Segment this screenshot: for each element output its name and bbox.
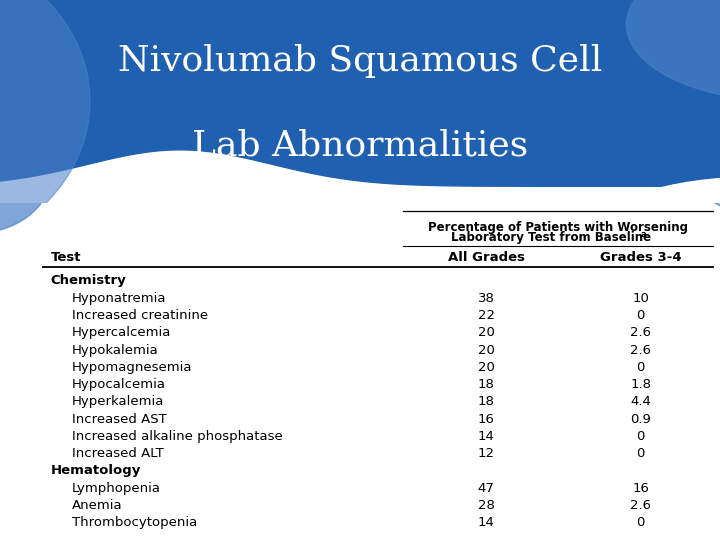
Text: Chemistry: Chemistry — [50, 274, 126, 287]
Text: 14: 14 — [477, 516, 495, 529]
Polygon shape — [0, 0, 720, 186]
Text: 22: 22 — [477, 309, 495, 322]
Text: Hyponatremia: Hyponatremia — [72, 292, 166, 305]
Text: Thrombocytopenia: Thrombocytopenia — [72, 516, 197, 529]
Text: Hyperkalemia: Hyperkalemia — [72, 395, 164, 408]
Text: 0: 0 — [636, 430, 645, 443]
Text: 18: 18 — [477, 395, 495, 408]
Text: Lab Abnormalities: Lab Abnormalities — [192, 129, 528, 163]
Text: 4.4: 4.4 — [631, 395, 651, 408]
Ellipse shape — [594, 177, 720, 288]
Text: 0: 0 — [636, 361, 645, 374]
Text: Hematology: Hematology — [50, 464, 141, 477]
Text: Anemia: Anemia — [72, 499, 122, 512]
Text: All Grades: All Grades — [448, 251, 524, 264]
Ellipse shape — [0, 0, 90, 263]
Text: 16: 16 — [632, 482, 649, 495]
Text: 0.9: 0.9 — [631, 413, 651, 426]
Text: 10: 10 — [632, 292, 649, 305]
Text: 38: 38 — [477, 292, 495, 305]
Text: 12: 12 — [477, 447, 495, 460]
Text: 2.6: 2.6 — [630, 326, 652, 339]
Text: 20: 20 — [477, 361, 495, 374]
Text: 20: 20 — [477, 326, 495, 339]
Text: 2.6: 2.6 — [630, 499, 652, 512]
Text: 2.6: 2.6 — [630, 343, 652, 356]
Text: 20: 20 — [477, 343, 495, 356]
Text: 16: 16 — [477, 413, 495, 426]
Text: a: a — [641, 230, 647, 239]
Text: 28: 28 — [477, 499, 495, 512]
Text: Hypercalcemia: Hypercalcemia — [72, 326, 171, 339]
Ellipse shape — [0, 118, 50, 234]
Text: Increased AST: Increased AST — [72, 413, 167, 426]
Text: 18: 18 — [477, 378, 495, 391]
Text: Hypomagnesemia: Hypomagnesemia — [72, 361, 192, 374]
Text: Hypokalemia: Hypokalemia — [72, 343, 158, 356]
Text: 0: 0 — [636, 309, 645, 322]
Text: Nivolumab Squamous Cell: Nivolumab Squamous Cell — [118, 44, 602, 78]
Ellipse shape — [626, 0, 720, 100]
Text: Increased ALT: Increased ALT — [72, 447, 163, 460]
Text: 0: 0 — [636, 516, 645, 529]
Text: Test: Test — [50, 251, 81, 264]
Text: Lymphopenia: Lymphopenia — [72, 482, 161, 495]
Text: 47: 47 — [477, 482, 495, 495]
Text: 0: 0 — [636, 447, 645, 460]
Text: Laboratory Test from Baseline: Laboratory Test from Baseline — [451, 231, 651, 244]
Text: Grades 3-4: Grades 3-4 — [600, 251, 682, 264]
Text: Percentage of Patients with Worsening: Percentage of Patients with Worsening — [428, 221, 688, 234]
Text: 14: 14 — [477, 430, 495, 443]
Text: 1.8: 1.8 — [630, 378, 652, 391]
Text: Increased creatinine: Increased creatinine — [72, 309, 208, 322]
Ellipse shape — [698, 139, 720, 212]
Text: Hypocalcemia: Hypocalcemia — [72, 378, 166, 391]
Text: Increased alkaline phosphatase: Increased alkaline phosphatase — [72, 430, 283, 443]
